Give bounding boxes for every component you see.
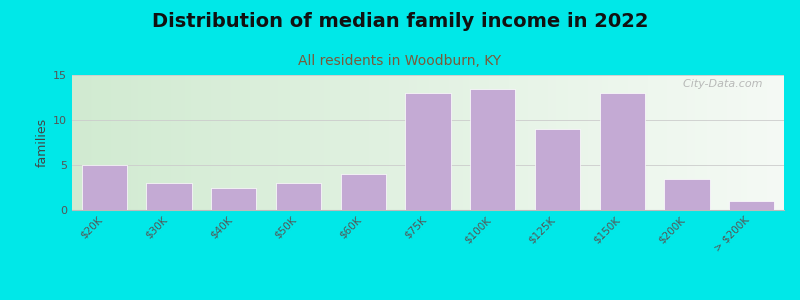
- Bar: [341, 174, 386, 210]
- Bar: [599, 93, 645, 210]
- Bar: [82, 165, 127, 210]
- Bar: [470, 88, 515, 210]
- Bar: [276, 183, 321, 210]
- Bar: [729, 201, 774, 210]
- Bar: [211, 188, 257, 210]
- Text: All residents in Woodburn, KY: All residents in Woodburn, KY: [298, 54, 502, 68]
- Bar: [535, 129, 580, 210]
- Bar: [146, 183, 192, 210]
- Y-axis label: families: families: [36, 118, 49, 167]
- Text: City-Data.com: City-Data.com: [676, 79, 762, 89]
- Bar: [406, 93, 450, 210]
- Bar: [664, 178, 710, 210]
- Text: Distribution of median family income in 2022: Distribution of median family income in …: [152, 12, 648, 31]
